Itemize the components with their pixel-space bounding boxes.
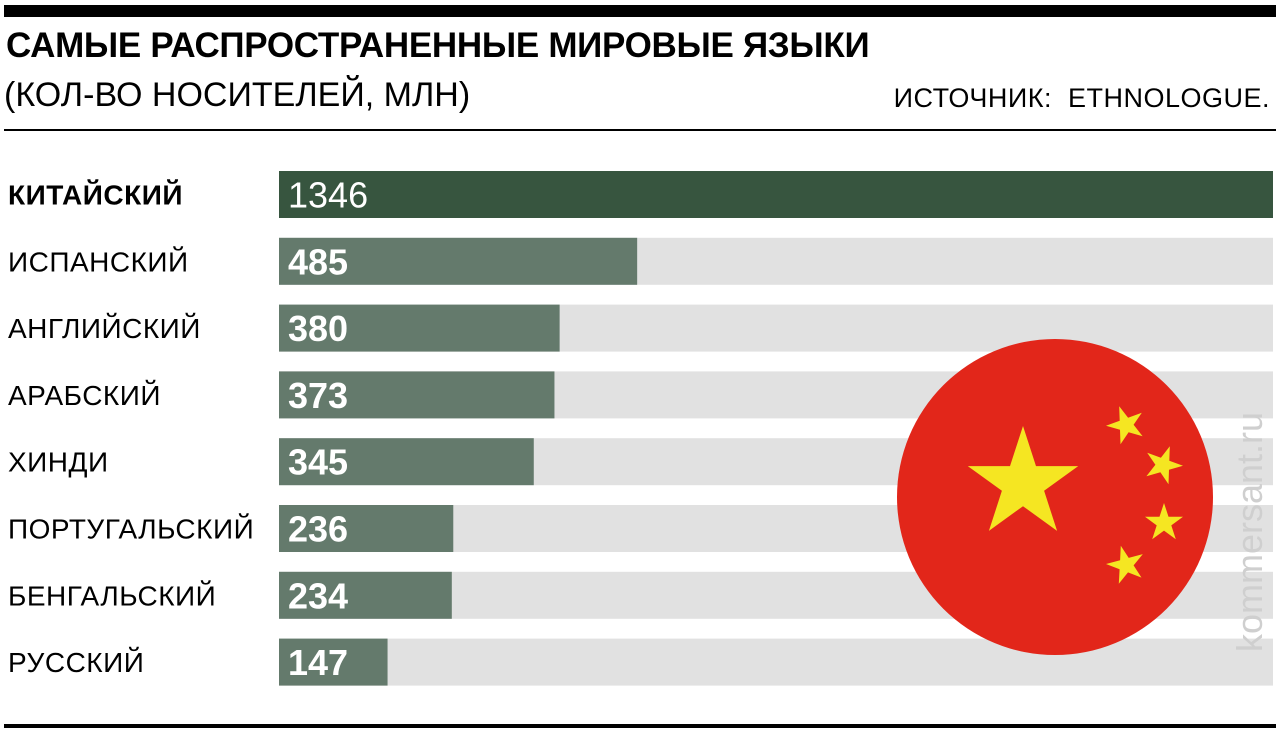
bar — [279, 438, 534, 486]
value-label: 380 — [288, 308, 348, 349]
value-label: 147 — [288, 642, 348, 683]
category-label: РУССКИЙ — [8, 647, 144, 678]
bar — [279, 571, 452, 619]
bar — [279, 237, 638, 285]
value-label: 1346 — [288, 175, 368, 216]
star-icon — [1146, 446, 1183, 485]
value-label: 485 — [288, 241, 348, 282]
category-label: КИТАЙСКИЙ — [8, 179, 183, 211]
star-icon — [1145, 503, 1183, 540]
category-label: ИСПАНСКИЙ — [8, 246, 189, 277]
bar — [279, 304, 560, 352]
category-label: ПОРТУГАЛЬСКИЙ — [8, 514, 254, 545]
bar-track — [279, 638, 1273, 686]
bar — [279, 638, 388, 686]
bar — [279, 505, 454, 552]
top-rule — [4, 5, 1276, 17]
category-label: ХИНДИ — [8, 447, 109, 478]
header-divider — [4, 129, 1276, 131]
chart-subtitle: (КОЛ-ВО НОСИТЕЛЕЙ, МЛН) — [4, 76, 471, 114]
value-label: 236 — [288, 509, 348, 550]
watermark: kommersant.ru — [1229, 411, 1270, 653]
china-flag-icon — [897, 339, 1213, 655]
flag-circle — [897, 339, 1213, 655]
bar — [279, 171, 1273, 218]
star-icon — [1106, 406, 1143, 445]
value-label: 234 — [288, 575, 348, 616]
value-label: 373 — [288, 375, 348, 416]
chart-title: САМЫЕ РАСПРОСТРАНЕННЫЕ МИРОВЫЕ ЯЗЫКИ — [6, 26, 870, 65]
star-icon — [1106, 545, 1143, 584]
category-label: БЕНГАЛЬСКИЙ — [8, 580, 216, 611]
bottom-rule — [4, 724, 1276, 728]
bar — [279, 371, 555, 419]
category-label: АРАБСКИЙ — [8, 380, 161, 411]
source-note: ИСТОЧНИК: ETHNOLOGUE. — [893, 83, 1270, 113]
star-icon — [967, 426, 1079, 531]
value-label: 345 — [288, 442, 348, 483]
category-label: АНГЛИЙСКИЙ — [8, 313, 201, 344]
